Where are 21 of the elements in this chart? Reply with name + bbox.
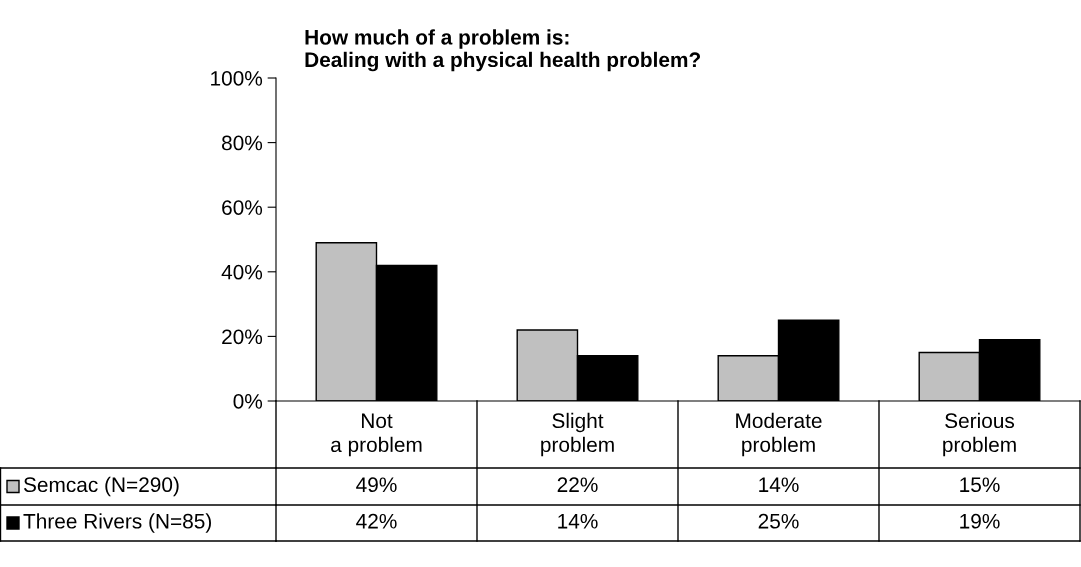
y-tick-label: 40%: [221, 264, 263, 280]
y-tick-label: 60%: [222, 200, 263, 215]
x-tick-label: Slight problem: [541, 412, 614, 457]
chart-title: How much of a problem is: Dealing with a physical health problem?: [305, 29, 701, 72]
data-label: 25%: [758, 513, 799, 529]
y-tick-label: 80%: [222, 135, 263, 151]
legend-label: Semcac (N=290): [23, 476, 179, 497]
data-label: 22%: [557, 477, 598, 493]
data-label: 14%: [558, 513, 598, 529]
x-tick-label: Moderate problem: [736, 412, 822, 457]
data-label: 14%: [759, 477, 799, 493]
data-label: 42%: [356, 513, 397, 529]
data-label: 19%: [960, 513, 1000, 529]
legend-label: Three Rivers (N=85): [23, 513, 211, 533]
y-tick-label: 100%: [211, 71, 263, 86]
x-tick-label: Serious problem: [943, 412, 1016, 457]
x-tick-label: Not a problem: [331, 413, 422, 457]
data-label: 15%: [960, 477, 1000, 493]
y-tick-label: 20%: [222, 329, 263, 345]
y-tick-label: 0%: [233, 394, 263, 409]
data-label: 49%: [356, 477, 397, 493]
